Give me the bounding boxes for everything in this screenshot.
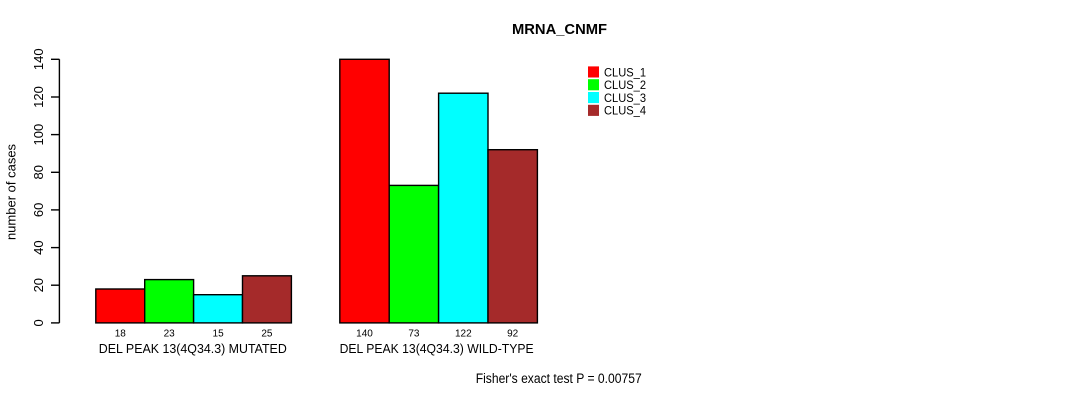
svg-text:23: 23	[164, 329, 176, 340]
svg-text:CLUS_3: CLUS_3	[604, 91, 646, 105]
svg-text:40: 40	[31, 240, 46, 254]
svg-text:120: 120	[31, 86, 46, 108]
svg-text:15: 15	[213, 329, 225, 340]
svg-text:73: 73	[408, 329, 420, 340]
svg-text:80: 80	[31, 165, 46, 179]
svg-text:140: 140	[356, 329, 373, 340]
svg-text:CLUS_1: CLUS_1	[604, 65, 646, 79]
svg-text:DEL PEAK 13(4Q34.3) WILD-TYPE: DEL PEAK 13(4Q34.3) WILD-TYPE	[340, 341, 534, 356]
svg-text:60: 60	[31, 203, 46, 217]
svg-text:0: 0	[31, 319, 46, 326]
svg-text:25: 25	[261, 329, 273, 340]
svg-text:20: 20	[31, 278, 46, 292]
svg-text:CLUS_2: CLUS_2	[604, 78, 646, 92]
svg-text:92: 92	[507, 329, 519, 340]
svg-text:140: 140	[31, 48, 46, 70]
svg-text:Fisher's exact test P = 0.0075: Fisher's exact test P = 0.00757	[476, 371, 642, 386]
svg-text:100: 100	[31, 124, 46, 146]
svg-text:number of cases: number of cases	[4, 143, 19, 240]
svg-text:CLUS_4: CLUS_4	[604, 104, 646, 118]
svg-text:MRNA_CNMF: MRNA_CNMF	[512, 22, 607, 38]
svg-text:DEL PEAK 13(4Q34.3) MUTATED: DEL PEAK 13(4Q34.3) MUTATED	[99, 341, 287, 356]
svg-text:122: 122	[455, 329, 472, 340]
svg-text:18: 18	[115, 329, 127, 340]
